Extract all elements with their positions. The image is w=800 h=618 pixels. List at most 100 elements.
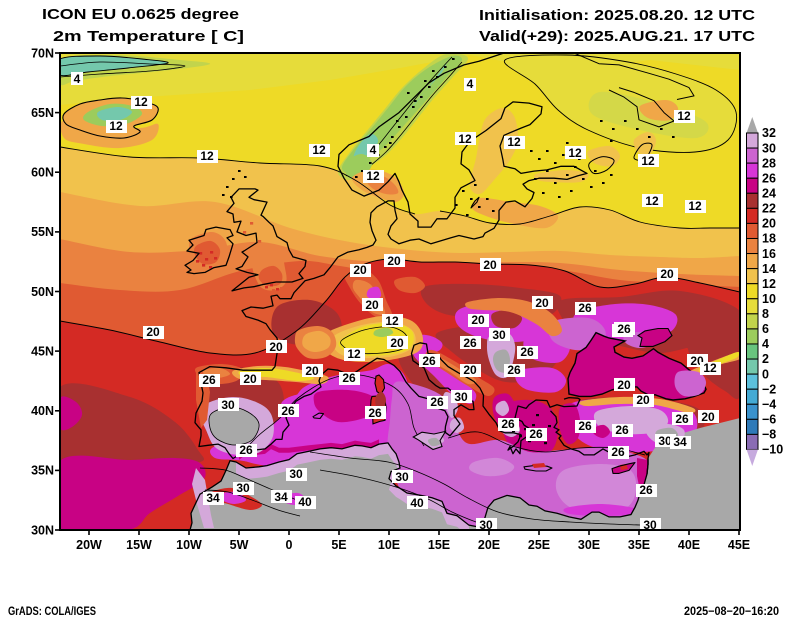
- svg-text:32: 32: [762, 126, 776, 140]
- svg-text:26: 26: [578, 419, 592, 433]
- svg-text:34: 34: [274, 490, 288, 504]
- svg-text:30: 30: [492, 328, 506, 342]
- svg-text:12: 12: [200, 149, 214, 163]
- svg-text:10W: 10W: [176, 538, 202, 552]
- svg-text:16: 16: [762, 247, 776, 261]
- svg-text:Valid(+29): 2025.AUG.21. 17 UT: Valid(+29): 2025.AUG.21. 17 UTC: [479, 28, 755, 45]
- svg-text:−10: −10: [762, 443, 783, 457]
- svg-text:2025−08−20−16:20: 2025−08−20−16:20: [684, 606, 779, 618]
- svg-text:20: 20: [762, 217, 776, 231]
- svg-text:40: 40: [298, 495, 312, 509]
- svg-text:20: 20: [660, 267, 674, 281]
- svg-text:70N: 70N: [31, 46, 54, 60]
- svg-text:26: 26: [529, 427, 543, 441]
- svg-text:26: 26: [617, 322, 631, 336]
- svg-text:12: 12: [385, 314, 399, 328]
- svg-text:12: 12: [703, 361, 717, 375]
- svg-text:30: 30: [479, 518, 493, 532]
- svg-text:26: 26: [281, 404, 295, 418]
- svg-text:2m Temperature [ C]: 2m Temperature [ C]: [53, 28, 244, 45]
- svg-text:65N: 65N: [31, 106, 54, 120]
- svg-text:15E: 15E: [428, 538, 450, 552]
- svg-text:4: 4: [467, 77, 474, 91]
- svg-text:28: 28: [762, 156, 776, 170]
- svg-text:26: 26: [501, 417, 515, 431]
- svg-text:−4: −4: [762, 398, 776, 412]
- svg-text:15W: 15W: [126, 538, 152, 552]
- svg-text:26: 26: [463, 336, 477, 350]
- svg-text:30E: 30E: [578, 538, 600, 552]
- svg-text:12: 12: [762, 277, 776, 291]
- svg-text:12: 12: [688, 199, 702, 213]
- svg-text:26: 26: [615, 423, 629, 437]
- svg-text:26: 26: [639, 483, 653, 497]
- svg-text:4: 4: [370, 143, 377, 157]
- svg-text:45E: 45E: [728, 538, 750, 552]
- svg-text:4: 4: [74, 72, 81, 86]
- svg-text:26: 26: [520, 345, 534, 359]
- svg-text:20: 20: [636, 393, 650, 407]
- svg-text:14: 14: [762, 262, 776, 276]
- svg-text:10: 10: [762, 292, 776, 306]
- svg-text:20: 20: [701, 410, 715, 424]
- svg-text:35E: 35E: [628, 538, 650, 552]
- svg-text:20: 20: [390, 336, 404, 350]
- svg-text:−6: −6: [762, 413, 776, 427]
- svg-text:20: 20: [463, 363, 477, 377]
- svg-text:4: 4: [762, 337, 769, 351]
- svg-text:20: 20: [535, 296, 549, 310]
- svg-text:18: 18: [762, 232, 776, 246]
- svg-text:5E: 5E: [331, 538, 346, 552]
- svg-text:12: 12: [677, 109, 691, 123]
- svg-text:12: 12: [645, 194, 659, 208]
- svg-text:12: 12: [109, 119, 123, 133]
- svg-text:30: 30: [454, 390, 468, 404]
- svg-text:12: 12: [458, 132, 472, 146]
- svg-text:26: 26: [368, 406, 382, 420]
- svg-text:26: 26: [422, 354, 436, 368]
- svg-text:GrADS: COLA/IGES: GrADS: COLA/IGES: [8, 606, 96, 618]
- svg-text:30: 30: [289, 467, 303, 481]
- svg-text:30: 30: [643, 518, 657, 532]
- svg-text:26: 26: [507, 363, 521, 377]
- svg-text:2: 2: [762, 352, 769, 366]
- svg-text:45N: 45N: [31, 344, 54, 358]
- svg-text:Initialisation: 2025.08.20. 12: Initialisation: 2025.08.20. 12 UTC: [479, 7, 755, 24]
- svg-text:20: 20: [617, 378, 631, 392]
- svg-text:20: 20: [471, 313, 485, 327]
- svg-text:26: 26: [342, 371, 356, 385]
- svg-text:20: 20: [387, 254, 401, 268]
- svg-text:25E: 25E: [528, 538, 550, 552]
- svg-text:20E: 20E: [478, 538, 500, 552]
- svg-text:8: 8: [762, 307, 769, 321]
- svg-text:20: 20: [243, 372, 257, 386]
- svg-text:30N: 30N: [31, 523, 54, 537]
- svg-text:60N: 60N: [31, 166, 54, 180]
- svg-text:0: 0: [762, 367, 769, 381]
- svg-text:12: 12: [312, 143, 326, 157]
- svg-text:30: 30: [658, 434, 672, 448]
- svg-text:20: 20: [365, 298, 379, 312]
- svg-text:30: 30: [221, 398, 235, 412]
- svg-text:55N: 55N: [31, 225, 54, 239]
- svg-text:−8: −8: [762, 428, 776, 442]
- svg-text:26: 26: [578, 301, 592, 315]
- svg-text:24: 24: [762, 187, 776, 201]
- svg-text:20: 20: [483, 258, 497, 272]
- svg-text:12: 12: [507, 135, 521, 149]
- svg-text:50N: 50N: [31, 285, 54, 299]
- svg-text:26: 26: [675, 412, 689, 426]
- svg-text:0: 0: [286, 538, 293, 552]
- svg-text:20: 20: [269, 340, 283, 354]
- svg-text:30: 30: [395, 470, 409, 484]
- svg-text:26: 26: [430, 395, 444, 409]
- svg-text:40N: 40N: [31, 404, 54, 418]
- svg-text:26: 26: [611, 445, 625, 459]
- svg-text:30: 30: [236, 481, 250, 495]
- svg-text:20: 20: [353, 263, 367, 277]
- svg-text:26: 26: [762, 171, 776, 185]
- svg-text:26: 26: [202, 373, 216, 387]
- svg-text:−2: −2: [762, 382, 776, 396]
- svg-text:12: 12: [134, 95, 148, 109]
- svg-text:40: 40: [410, 496, 424, 510]
